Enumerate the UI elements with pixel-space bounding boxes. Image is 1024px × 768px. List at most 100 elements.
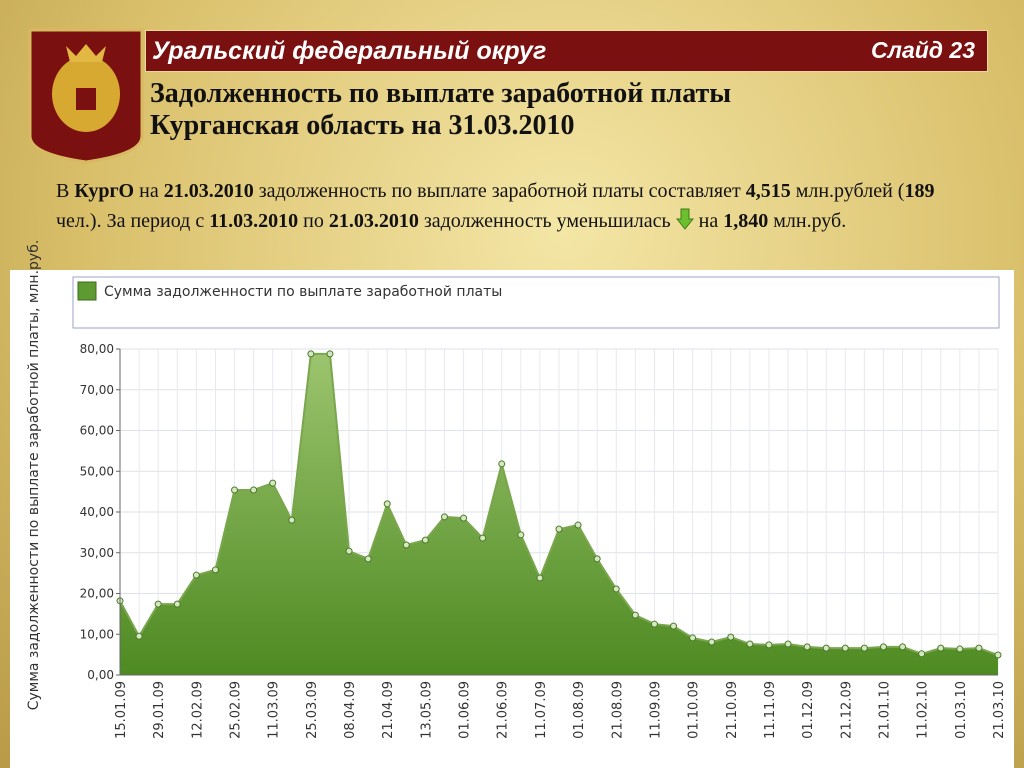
point [708, 638, 716, 646]
x-tick-label: 13.05.09 [419, 681, 434, 739]
text-segment: задолженность по выплате заработной плат… [253, 180, 746, 202]
point [765, 641, 773, 649]
y-tick-label: 40,00 [80, 505, 114, 519]
text-segment: 11.03.2010 [209, 210, 299, 232]
point [727, 633, 735, 641]
emblem [28, 28, 144, 164]
point [822, 644, 830, 652]
text-segment: КургО [74, 180, 135, 202]
title-line: Курганская область на 31.03.2010 [150, 110, 575, 141]
point [192, 571, 200, 579]
title-line: Задолженность по выплате заработной плат… [150, 78, 732, 109]
down-arrow-icon [675, 208, 694, 230]
text-segment: на [693, 210, 724, 232]
point [593, 555, 601, 563]
point [154, 600, 162, 608]
point [956, 645, 964, 653]
legend-label: Сумма задолженности по выплате заработно… [104, 284, 502, 300]
x-tick-label: 01.06.09 [458, 681, 473, 739]
point [860, 644, 868, 652]
point [364, 555, 372, 563]
point [555, 525, 563, 533]
header-band: Уральский федеральный округ Слайд 23 [145, 30, 988, 72]
point [345, 547, 353, 555]
y-tick-label: 60,00 [80, 424, 114, 438]
text-segment: 21.03.2010 [328, 210, 419, 232]
point [135, 632, 143, 640]
x-tick-label: 11.07.09 [534, 681, 549, 739]
point [326, 350, 334, 358]
point [173, 600, 181, 608]
x-tick-label: 21.08.09 [610, 681, 625, 739]
y-tick-label: 70,00 [80, 383, 114, 397]
point [918, 650, 926, 658]
x-tick-label: 21.06.09 [496, 681, 511, 739]
x-tick-label: 11.09.09 [648, 681, 663, 739]
x-tick-label: 21.10.09 [725, 681, 740, 739]
x-tick-label: 21.12.09 [839, 681, 854, 739]
point [517, 531, 525, 539]
point [402, 541, 410, 549]
region: Уральский федеральный округ [152, 37, 547, 65]
point [211, 566, 219, 574]
x-tick-label: 25.03.09 [305, 681, 320, 739]
x-tick-label: 21.01.10 [877, 681, 892, 739]
summary: В КургО на 21.03.2010 задолженность по в… [56, 176, 956, 236]
area [120, 353, 998, 675]
x-tick-label: 21.04.09 [381, 681, 396, 739]
slide-number: Слайд 23 [871, 37, 975, 63]
x-tick-label: 01.12.09 [801, 681, 816, 739]
text-segment: 4,515 [745, 180, 791, 202]
x-tick-label: 29.01.09 [152, 681, 167, 739]
point [498, 460, 506, 468]
x-tick-label: 11.03.09 [267, 681, 282, 739]
text-segment: чел.). За период с [56, 210, 210, 232]
point [231, 486, 239, 494]
point [670, 622, 678, 630]
point [784, 640, 792, 648]
point [994, 651, 1002, 659]
x-tick-label: 01.03.10 [954, 681, 969, 739]
point [899, 643, 907, 651]
point [460, 514, 468, 522]
x-tick-label: 11.02.10 [916, 681, 931, 739]
point [440, 513, 448, 521]
y-tick-label: 10,00 [80, 627, 114, 641]
y-tick-label: 30,00 [80, 546, 114, 560]
x-tick-label: 15.01.09 [114, 681, 129, 739]
point [479, 534, 487, 542]
point [612, 585, 620, 593]
y-tick-label: 50,00 [80, 464, 114, 478]
point [689, 634, 697, 642]
y-tick-label: 0,00 [87, 668, 114, 682]
x-tick-label: 11.11.09 [763, 681, 778, 739]
text-segment: 189 [904, 180, 935, 202]
legend-swatch [77, 281, 97, 301]
point [269, 479, 277, 487]
title: Задолженность по выплате заработной плат… [150, 78, 731, 142]
point [536, 574, 544, 582]
text-segment: млн.руб. [768, 210, 847, 232]
text-segment: на [134, 180, 164, 202]
y-tick-label: 20,00 [80, 587, 114, 601]
point [574, 521, 582, 529]
text-segment: млн.рублей ( [790, 180, 905, 202]
point [383, 500, 391, 508]
point [288, 516, 296, 524]
x-tick-label: 08.04.09 [343, 681, 358, 739]
text-segment: В [56, 180, 75, 202]
point [307, 350, 315, 358]
y-axis-title: Сумма задолженности по выплате заработно… [26, 240, 42, 711]
text-segment: задолженность уменьшилась [418, 210, 676, 232]
x-tick-label: 21.03.10 [992, 681, 1007, 739]
x-tick-label: 25.02.09 [229, 681, 244, 739]
x-tick-label: 12.02.09 [190, 681, 205, 739]
point [631, 611, 639, 619]
point [975, 644, 983, 652]
point [937, 644, 945, 652]
legend-box [72, 276, 1000, 329]
point [650, 620, 658, 628]
point [421, 536, 429, 544]
text-segment: 1,840 [723, 210, 769, 232]
